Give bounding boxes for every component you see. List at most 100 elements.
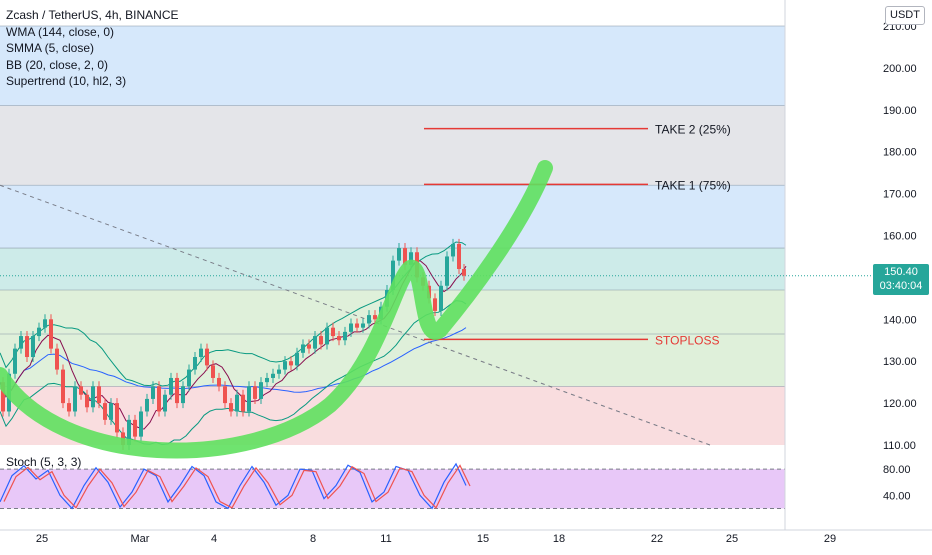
forecast-arrow-path <box>0 160 553 459</box>
candle-body-9 <box>49 319 53 349</box>
candle-body-53 <box>313 336 317 349</box>
candle-body-12 <box>67 403 71 412</box>
legend-smma: SMMA (5, close) <box>6 41 95 55</box>
time-tick-6: 18 <box>553 533 565 545</box>
candle-body-52 <box>307 344 311 349</box>
stoch-k-line <box>0 462 467 510</box>
last-price-value: 150.40 <box>884 266 918 278</box>
candle-body-67 <box>397 248 401 261</box>
stoch-legend: Stoch (5, 3, 3) <box>6 455 82 469</box>
candle-body-30 <box>175 377 179 404</box>
candle-body-51 <box>301 344 305 353</box>
zone-band-0 <box>0 26 785 106</box>
candle-body-45 <box>265 377 269 383</box>
candle-body-57 <box>337 336 341 341</box>
candle-body-36 <box>211 365 215 378</box>
time-tick-9: 29 <box>824 533 836 545</box>
candle-body-56 <box>331 327 335 337</box>
candle-body-17 <box>97 386 101 404</box>
legend-supertrend: Supertrend (10, hl2, 3) <box>6 74 127 88</box>
forecast-arrow <box>0 160 553 459</box>
time-tick-8: 25 <box>726 533 738 545</box>
zone-band-1 <box>0 105 785 186</box>
candle-body-13 <box>73 386 77 412</box>
candle-body-74 <box>439 285 443 311</box>
candle-body-25 <box>145 398 149 412</box>
candle-body-3 <box>13 348 17 374</box>
time-tick-0: 25 <box>36 533 48 545</box>
candle-body-1 <box>1 382 5 412</box>
price-tick-5: 160.00 <box>883 231 917 243</box>
level-label-0: TAKE 2 (25%) <box>655 123 731 137</box>
trend-line <box>0 184 711 446</box>
candle-body-39 <box>229 403 233 412</box>
currency-badge[interactable]: USDT <box>885 6 925 25</box>
candle-body-5 <box>25 336 29 358</box>
candle-body-4 <box>19 336 23 349</box>
candle-body-16 <box>91 386 95 408</box>
candle-body-76 <box>451 243 455 257</box>
chart-legend: Zcash / TetherUS, 4h, BINANCE WMA (144, … <box>6 7 179 90</box>
bb-lower-line <box>0 300 467 446</box>
candle-body-41 <box>241 394 245 412</box>
candle-body-66 <box>391 260 395 290</box>
candle-body-33 <box>193 357 197 370</box>
trade-levels: TAKE 2 (25%) TAKE 1 (75%) STOPLOSS <box>424 123 731 347</box>
time-tick-4: 11 <box>380 533 391 545</box>
price-tick-7: 180.00 <box>883 147 917 159</box>
stoch-pane <box>0 462 785 510</box>
candle-body-47 <box>277 369 281 374</box>
candle-body-18 <box>103 403 107 420</box>
candle-body-50 <box>295 352 299 366</box>
candle-body-75 <box>445 256 449 286</box>
candle-body-24 <box>139 411 143 437</box>
last-price-tag: 150.40 03:40:04 <box>873 264 929 295</box>
candle-body-37 <box>217 377 221 387</box>
candle-body-62 <box>367 315 371 324</box>
candle-body-14 <box>79 386 83 395</box>
candle-body-73 <box>433 298 437 311</box>
candle-body-49 <box>289 361 293 366</box>
level-label-2: STOPLOSS <box>655 333 719 347</box>
stoch-band <box>0 469 785 509</box>
candle-body-29 <box>169 377 173 395</box>
candle-body-7 <box>37 327 41 337</box>
candle-body-26 <box>151 386 155 399</box>
candle-body-11 <box>61 369 65 404</box>
candle-body-28 <box>163 394 167 412</box>
candle-body-38 <box>223 386 227 404</box>
symbol-title: Zcash / TetherUS, 4h, BINANCE <box>6 8 179 22</box>
price-tick-0: 110.00 <box>883 440 916 452</box>
candle-body-68 <box>403 248 407 265</box>
time-tick-3: 8 <box>310 533 316 545</box>
legend-bb: BB (20, close, 2, 0) <box>6 57 109 72</box>
price-tick-3: 140.00 <box>883 314 917 326</box>
candle-body-78 <box>462 269 466 276</box>
legend-wma: WMA (144, close, 0) <box>6 24 115 39</box>
stoch-tick-1: 80.00 <box>883 464 911 476</box>
candle-body-22 <box>127 419 131 445</box>
candle-body-40 <box>235 394 239 412</box>
time-tick-1: Mar <box>131 533 150 545</box>
time-tick-5: 15 <box>477 533 489 545</box>
candle-body-59 <box>349 323 353 332</box>
candle-body-46 <box>271 373 275 378</box>
candle-body-43 <box>253 386 257 399</box>
candle-body-31 <box>181 386 185 404</box>
candle-body-63 <box>373 315 377 320</box>
candle-body-6 <box>31 336 35 358</box>
time-tick-2: 4 <box>211 533 217 545</box>
candle-body-42 <box>247 386 251 412</box>
candle-body-10 <box>55 348 59 370</box>
candle-body-44 <box>259 382 263 399</box>
candle-body-27 <box>157 386 161 412</box>
candle-body-15 <box>85 394 89 408</box>
candle-body-69 <box>409 252 413 265</box>
candle-body-58 <box>343 331 347 341</box>
wma-line <box>0 327 467 398</box>
price-tick-8: 190.00 <box>883 105 917 117</box>
price-tick-1: 120.00 <box>883 398 917 410</box>
candle-body-34 <box>199 348 203 358</box>
candle-body-55 <box>325 327 329 345</box>
price-tick-6: 170.00 <box>883 189 917 201</box>
